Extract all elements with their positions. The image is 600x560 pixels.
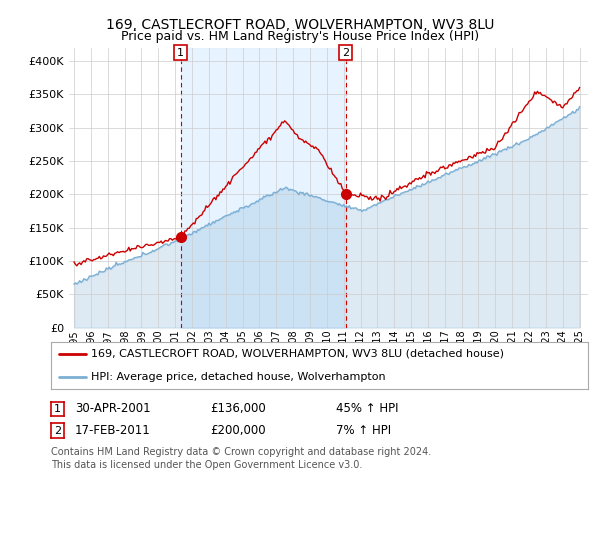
- Text: 17-FEB-2011: 17-FEB-2011: [75, 424, 151, 437]
- Text: 1: 1: [54, 404, 61, 414]
- Text: £136,000: £136,000: [210, 402, 266, 416]
- Text: Price paid vs. HM Land Registry's House Price Index (HPI): Price paid vs. HM Land Registry's House …: [121, 30, 479, 43]
- Text: 169, CASTLECROFT ROAD, WOLVERHAMPTON, WV3 8LU: 169, CASTLECROFT ROAD, WOLVERHAMPTON, WV…: [106, 18, 494, 32]
- Text: 7% ↑ HPI: 7% ↑ HPI: [336, 424, 391, 437]
- Text: Contains HM Land Registry data © Crown copyright and database right 2024.
This d: Contains HM Land Registry data © Crown c…: [51, 447, 431, 470]
- Text: 45% ↑ HPI: 45% ↑ HPI: [336, 402, 398, 416]
- Text: 169, CASTLECROFT ROAD, WOLVERHAMPTON, WV3 8LU (detached house): 169, CASTLECROFT ROAD, WOLVERHAMPTON, WV…: [91, 348, 504, 358]
- Text: HPI: Average price, detached house, Wolverhampton: HPI: Average price, detached house, Wolv…: [91, 372, 386, 382]
- Text: 2: 2: [54, 426, 61, 436]
- Text: 2: 2: [342, 48, 349, 58]
- Text: 1: 1: [177, 48, 184, 58]
- Text: £200,000: £200,000: [210, 424, 266, 437]
- Text: 30-APR-2001: 30-APR-2001: [75, 402, 151, 416]
